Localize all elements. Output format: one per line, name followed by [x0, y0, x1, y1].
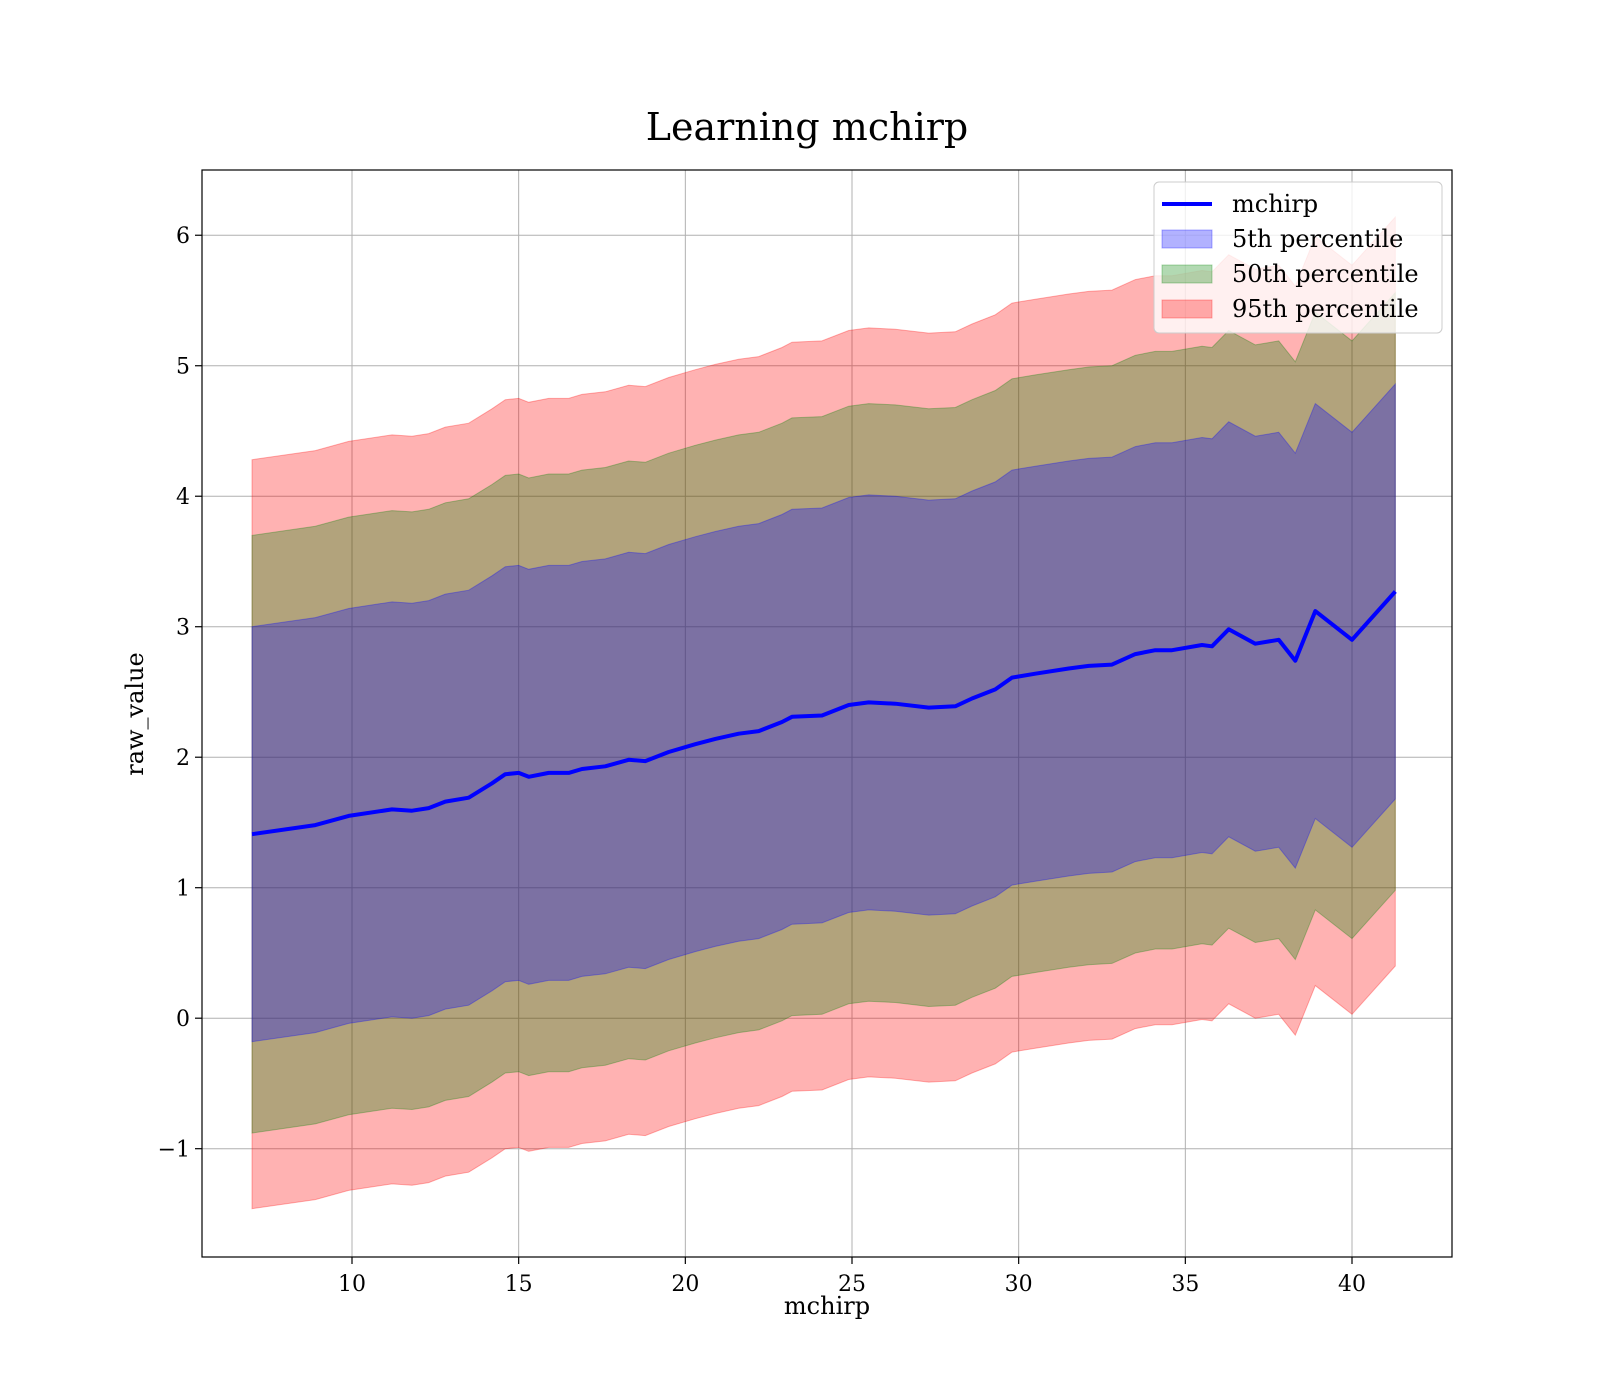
x-tick-label: 10 — [338, 1272, 366, 1297]
x-tick-label: 15 — [505, 1272, 533, 1297]
y-tick-label: −1 — [158, 1138, 190, 1163]
legend-label: 5th percentile — [1232, 225, 1403, 253]
axis-ticks: 10 15 20 25 30 35 40 −1 0 1 2 3 4 5 6 — [158, 224, 1366, 1297]
y-tick-label: 4 — [176, 485, 190, 510]
x-tick-label: 40 — [1338, 1272, 1366, 1297]
y-tick-label: 1 — [176, 877, 190, 902]
x-tick-label: 30 — [1005, 1272, 1033, 1297]
legend-swatch-band — [1161, 264, 1213, 284]
legend-swatch-band — [1161, 229, 1213, 249]
y-axis-label: raw_value — [121, 652, 149, 776]
chart-title: Learning mchirp — [646, 105, 968, 149]
y-tick-label: 5 — [176, 355, 190, 380]
legend-label: 50th percentile — [1232, 260, 1419, 288]
grid — [202, 170, 1452, 1257]
y-tick-label: 3 — [176, 616, 190, 641]
x-tick-label: 20 — [671, 1272, 699, 1297]
legend-swatch-band — [1161, 299, 1213, 319]
legend-label: mchirp — [1232, 190, 1318, 218]
y-tick-label: 0 — [176, 1007, 190, 1032]
legend-box — [1153, 181, 1443, 334]
plot-frame — [201, 169, 1453, 1258]
series-line-mchirp — [251, 590, 1397, 837]
mchirp-line-layer — [251, 590, 1397, 837]
legend: mchirp 5th percentile 50th percentile 95th … — [1153, 181, 1443, 334]
legend-label: 95th percentile — [1232, 295, 1419, 323]
x-axis-label: mchirp — [784, 1292, 870, 1320]
y-tick-label: 2 — [176, 746, 190, 771]
x-tick-label: 25 — [838, 1272, 866, 1297]
x-tick-label: 35 — [1171, 1272, 1199, 1297]
y-tick-label: 6 — [176, 224, 190, 249]
